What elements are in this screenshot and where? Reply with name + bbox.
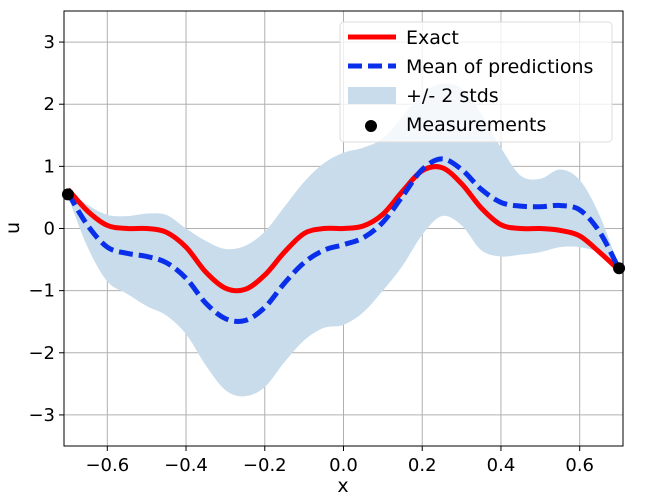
x-tick-label: 0.2 <box>408 455 437 476</box>
y-tick-label: 2 <box>44 94 55 115</box>
legend-exact-label: Exact <box>406 27 459 49</box>
measurement-point <box>613 262 626 275</box>
y-tick-label: −3 <box>28 405 55 426</box>
legend: Exact Mean of predictions +/- 2 stds Mea… <box>339 21 613 143</box>
x-axis-ticks: −0.6 −0.4 −0.2 0.0 0.2 0.4 0.6 <box>85 446 594 476</box>
confidence-band-layer <box>67 83 620 397</box>
y-tick-label: 3 <box>44 32 55 53</box>
x-tick-label: −0.4 <box>164 455 208 476</box>
series-layer <box>65 156 622 324</box>
exact-line <box>66 164 621 294</box>
x-tick-label: 0.4 <box>487 455 516 476</box>
legend-box <box>339 21 613 143</box>
x-tick-label: −0.2 <box>243 455 287 476</box>
confidence-band <box>67 83 620 397</box>
legend-measurement-label: Measurements <box>406 114 546 136</box>
y-tick-label: −1 <box>28 281 55 302</box>
legend-measurement-swatch <box>365 120 377 132</box>
mean-prediction-line <box>65 156 622 324</box>
y-tick-label: 1 <box>44 156 55 177</box>
y-axis-ticks: −3 −2 −1 0 1 2 3 <box>28 32 64 426</box>
x-tick-label: 0.0 <box>329 455 358 476</box>
legend-band-swatch <box>348 87 396 104</box>
x-tick-label: 0.6 <box>565 455 594 476</box>
legend-band-label: +/- 2 stds <box>406 85 499 107</box>
y-tick-label: −2 <box>28 343 55 364</box>
x-axis-label: x <box>337 475 348 497</box>
measurement-layer <box>61 188 626 275</box>
y-axis-label: u <box>2 222 24 234</box>
x-tick-label: −0.6 <box>85 455 129 476</box>
y-tick-label: 0 <box>44 219 55 240</box>
measurement-point <box>61 188 74 201</box>
legend-mean-label: Mean of predictions <box>406 56 593 78</box>
